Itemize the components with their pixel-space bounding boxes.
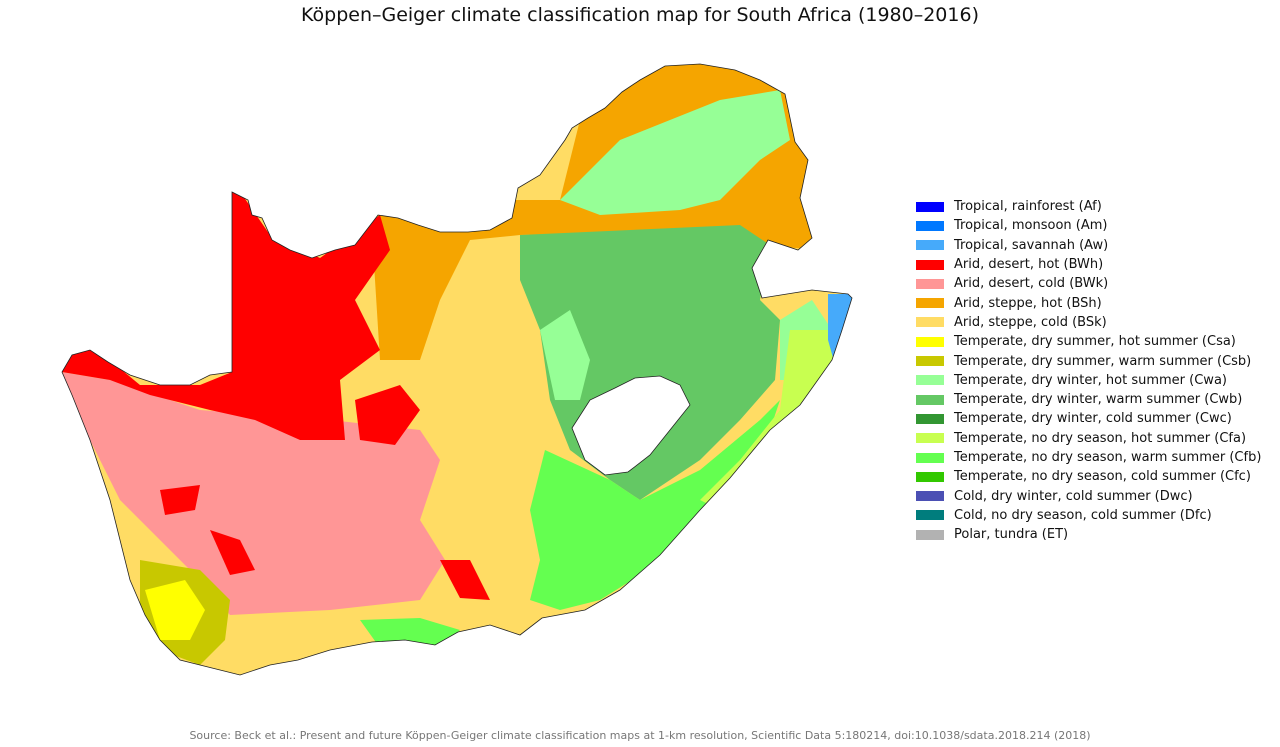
legend-label: Temperate, no dry season, hot summer (Cf… — [954, 430, 1247, 446]
legend-swatch — [916, 529, 944, 540]
legend-swatch — [916, 220, 944, 231]
legend-swatch — [916, 452, 944, 463]
legend-label: Temperate, dry summer, warm summer (Csb) — [954, 353, 1252, 369]
legend-swatch — [916, 471, 944, 482]
legend-swatch — [916, 259, 944, 270]
map-title: Köppen–Geiger climate classification map… — [301, 4, 979, 26]
region-bwk — [62, 372, 445, 615]
legend-swatch — [916, 491, 944, 502]
legend-swatch — [916, 298, 944, 309]
legend-swatch — [916, 433, 944, 444]
region-csa — [145, 580, 205, 640]
legend-item: Arid, steppe, cold (BSk) — [916, 313, 1261, 332]
region-cfa — [700, 295, 852, 510]
legend-label: Temperate, no dry season, cold summer (C… — [954, 469, 1251, 485]
legend-swatch — [916, 317, 944, 328]
legend-label: Temperate, dry winter, warm summer (Cwb) — [954, 392, 1243, 408]
legend-item: Arid, steppe, hot (BSh) — [916, 293, 1261, 312]
legend-label: Temperate, dry winter, hot summer (Cwa) — [954, 372, 1227, 388]
legend: Tropical, rainforest (Af) Tropical, mons… — [916, 197, 1261, 544]
legend-label: Cold, no dry season, cold summer (Dfc) — [954, 507, 1212, 523]
legend-swatch — [916, 240, 944, 251]
region-cfb — [530, 400, 780, 610]
legend-item: Temperate, dry winter, hot summer (Cwa) — [916, 371, 1261, 390]
legend-label: Tropical, rainforest (Af) — [954, 199, 1102, 215]
legend-label: Arid, steppe, hot (BSh) — [954, 295, 1102, 311]
region-bwh-west — [160, 485, 200, 515]
legend-label: Cold, dry winter, cold summer (Dwc) — [954, 488, 1193, 504]
legend-item: Tropical, savannah (Aw) — [916, 236, 1261, 255]
legend-item: Temperate, dry winter, cold summer (Cwc) — [916, 409, 1261, 428]
legend-item: Arid, desert, hot (BWh) — [916, 255, 1261, 274]
country-outline — [61, 63, 853, 676]
legend-swatch — [916, 394, 944, 405]
region-cwa-north — [560, 90, 790, 215]
legend-item: Temperate, no dry season, cold summer (C… — [916, 467, 1261, 486]
legend-label: Tropical, savannah (Aw) — [954, 237, 1109, 253]
legend-label: Temperate, dry winter, cold summer (Cwc) — [954, 411, 1232, 427]
legend-item: Temperate, no dry season, hot summer (Cf… — [916, 429, 1261, 448]
legend-label: Arid, desert, hot (BWh) — [954, 257, 1104, 273]
region-bwh-sw — [210, 530, 255, 575]
legend-item: Cold, no dry season, cold summer (Dfc) — [916, 506, 1261, 525]
legend-swatch — [916, 201, 944, 212]
region-cwa-west — [540, 310, 590, 400]
legend-item: Tropical, rainforest (Af) — [916, 197, 1261, 216]
legend-label: Arid, steppe, cold (BSk) — [954, 314, 1107, 330]
legend-label: Tropical, monsoon (Am) — [954, 218, 1108, 234]
legend-label: Temperate, dry summer, hot summer (Csa) — [954, 334, 1236, 350]
source-citation: Source: Beck et al.: Present and future … — [189, 729, 1091, 742]
legend-swatch — [916, 510, 944, 521]
legend-label: Polar, tundra (ET) — [954, 527, 1069, 543]
region-bwh-south — [440, 560, 490, 600]
legend-swatch — [916, 413, 944, 424]
legend-item: Temperate, no dry season, warm summer (C… — [916, 448, 1261, 467]
legend-label: Temperate, no dry season, warm summer (C… — [954, 450, 1262, 465]
legend-item: Temperate, dry summer, warm summer (Csb) — [916, 351, 1261, 370]
legend-swatch — [916, 375, 944, 386]
legend-swatch — [916, 356, 944, 367]
legend-item: Temperate, dry winter, warm summer (Cwb) — [916, 390, 1261, 409]
legend-swatch — [916, 336, 944, 347]
legend-swatch — [916, 278, 944, 289]
legend-item: Polar, tundra (ET) — [916, 525, 1261, 544]
legend-item: Temperate, dry summer, hot summer (Csa) — [916, 332, 1261, 351]
legend-item: Arid, desert, cold (BWk) — [916, 274, 1261, 293]
region-bwh-patch — [355, 385, 420, 445]
legend-item: Tropical, monsoon (Am) — [916, 216, 1261, 235]
region-bwh-nw — [62, 180, 390, 440]
region-cfb-south — [360, 618, 460, 648]
legend-label: Arid, desert, cold (BWk) — [954, 276, 1109, 292]
lesotho-enclave — [571, 375, 691, 476]
legend-item: Cold, dry winter, cold summer (Dwc) — [916, 486, 1261, 505]
region-aw — [828, 294, 852, 365]
